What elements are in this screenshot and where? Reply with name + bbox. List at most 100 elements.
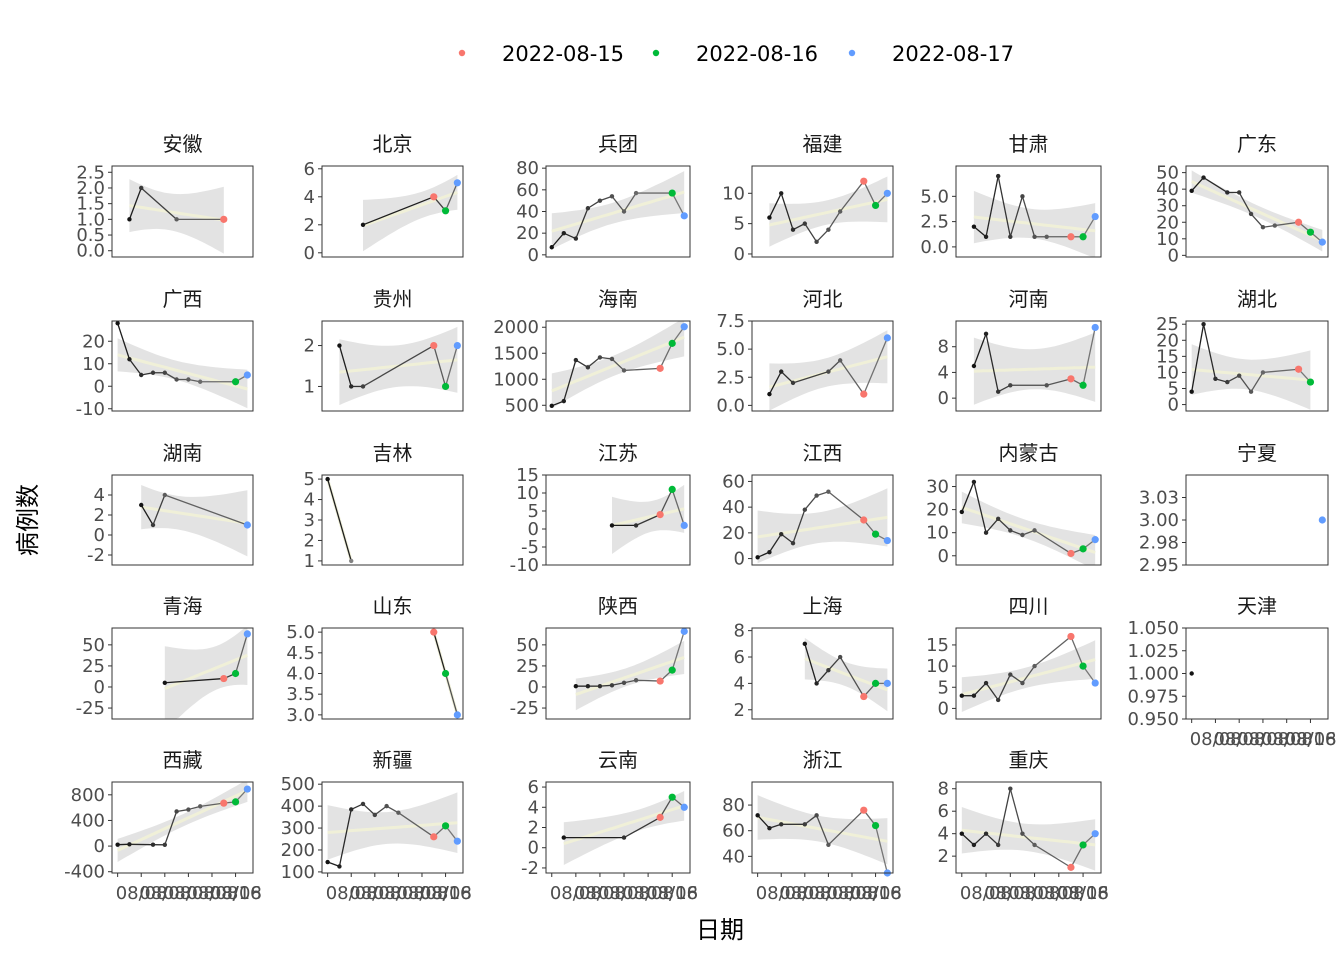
y-tick-label: 2.5 — [920, 212, 949, 233]
data-point — [586, 206, 590, 210]
y-tick-label: 0 — [938, 698, 949, 719]
data-point — [610, 683, 614, 687]
y-tick-label: 2 — [94, 505, 105, 526]
data-point — [220, 216, 227, 223]
data-point — [1092, 213, 1099, 220]
data-point — [1032, 843, 1036, 847]
strip-title: 北京 — [373, 132, 413, 156]
data-point — [960, 694, 964, 698]
y-tick-label: 10 — [82, 354, 105, 375]
panel-宁夏: 宁夏2.952.983.003.03 — [1139, 441, 1328, 576]
y-tick-label: 0 — [528, 677, 539, 698]
data-point — [838, 358, 842, 362]
data-point — [454, 838, 461, 845]
data-point — [349, 559, 353, 563]
data-point — [972, 224, 976, 228]
data-point — [803, 508, 807, 512]
data-point — [115, 842, 119, 846]
y-tick-label: 0.950 — [1127, 709, 1179, 730]
strip-title: 浙江 — [803, 748, 843, 772]
data-point — [634, 191, 638, 195]
data-point — [669, 340, 676, 347]
y-tick-label: 8 — [734, 621, 745, 642]
y-tick-label: 4.0 — [286, 664, 315, 685]
y-tick-label: 1 — [304, 376, 315, 397]
y-tick-label: 0.0 — [716, 395, 745, 416]
strip-title: 兵团 — [598, 132, 638, 156]
y-tick-label: 2 — [304, 215, 315, 236]
y-tick-label: 40 — [516, 202, 539, 223]
legend-key-2022-08-16 — [653, 50, 659, 56]
strip-title: 上海 — [803, 594, 843, 618]
strip-title: 福建 — [803, 132, 843, 156]
data-point — [681, 323, 688, 330]
data-point — [779, 822, 783, 826]
data-point — [174, 217, 178, 221]
data-point — [1067, 550, 1074, 557]
data-point — [1189, 671, 1193, 675]
y-tick-label: 25 — [82, 656, 105, 677]
y-tick-label: 4 — [528, 797, 539, 818]
y-tick-label: 0 — [94, 677, 105, 698]
data-point — [779, 191, 783, 195]
data-point — [826, 228, 830, 232]
data-point — [826, 490, 830, 494]
y-tick-label: 2 — [528, 818, 539, 839]
y-tick-label: 8 — [938, 337, 949, 358]
panels: 安徽0.00.51.01.52.02.5北京0246兵团020406080福建0… — [64, 132, 1336, 904]
data-point — [1032, 235, 1036, 239]
y-tick-label: 6 — [304, 159, 315, 180]
data-point — [1079, 545, 1086, 552]
data-point — [1008, 383, 1012, 387]
series-segment — [805, 496, 817, 510]
data-point — [622, 368, 626, 372]
data-point — [826, 843, 830, 847]
y-tick-label: 4 — [938, 824, 949, 845]
data-point — [550, 245, 554, 249]
y-tick-label: 20 — [82, 331, 105, 352]
data-point — [442, 383, 449, 390]
data-point — [860, 516, 867, 523]
y-tick-label: 60 — [722, 471, 745, 492]
strip-title: 河北 — [803, 287, 843, 311]
data-point — [1079, 662, 1086, 669]
y-tick-label: -25 — [76, 698, 105, 719]
data-point — [396, 810, 400, 814]
strip-title: 新疆 — [373, 748, 413, 772]
data-point — [139, 503, 143, 507]
data-point — [779, 532, 783, 536]
strip-title: 河南 — [1009, 287, 1049, 311]
data-point — [681, 522, 688, 529]
data-point — [884, 680, 891, 687]
y-tick-label: 2.5 — [76, 162, 105, 183]
y-tick-label: 6 — [734, 647, 745, 668]
data-point — [838, 655, 842, 659]
data-point — [755, 555, 759, 559]
data-point — [186, 807, 190, 811]
strip-title: 青海 — [163, 594, 203, 618]
data-point — [657, 365, 664, 372]
data-point — [1067, 864, 1074, 871]
y-tick-label: 4 — [734, 673, 745, 694]
y-tick-label: 7.5 — [716, 311, 745, 332]
data-point — [996, 843, 1000, 847]
panel-border — [1186, 628, 1328, 719]
y-tick-label: 0 — [734, 244, 745, 265]
data-point — [984, 332, 988, 336]
data-point — [884, 537, 891, 544]
data-point — [996, 390, 1000, 394]
strip-title: 安徽 — [163, 132, 203, 156]
y-tick-label: 0 — [938, 546, 949, 567]
y-tick-label: 0 — [528, 838, 539, 859]
y-tick-label: 300 — [281, 818, 315, 839]
confidence-band — [962, 492, 1095, 565]
strip-title: 广西 — [163, 287, 203, 311]
y-tick-label: 2.98 — [1139, 533, 1179, 554]
trend-line — [118, 791, 248, 851]
